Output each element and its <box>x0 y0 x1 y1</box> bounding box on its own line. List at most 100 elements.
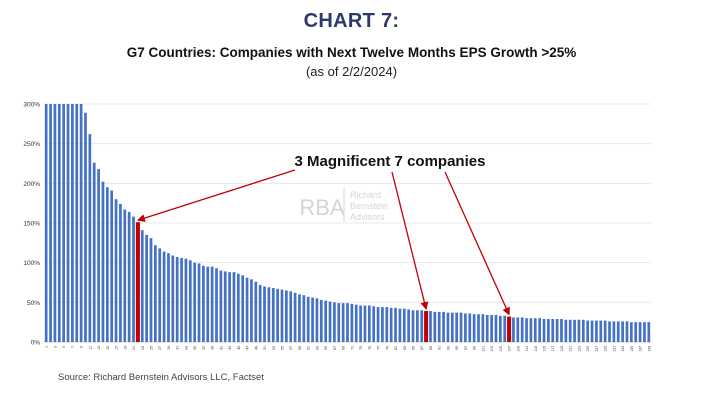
annotation-arrow <box>444 171 510 316</box>
bar <box>437 311 441 342</box>
bar <box>311 297 314 342</box>
bar <box>350 303 354 342</box>
bar <box>223 271 227 342</box>
x-tick-label: 97 <box>464 346 468 350</box>
bar <box>612 321 616 342</box>
x-tick-label: 13 <box>97 346 101 350</box>
bar <box>446 312 450 342</box>
bar <box>346 303 349 342</box>
bar <box>101 181 105 342</box>
x-tick-label: 57 <box>289 346 293 350</box>
x-tick-label: 95 <box>455 346 459 350</box>
bar <box>385 307 389 342</box>
bar <box>254 281 258 342</box>
x-tick-label: 65 <box>324 346 328 350</box>
x-tick-label: 15 <box>106 346 110 350</box>
watermark-name-1: Richard <box>350 190 381 200</box>
bar <box>123 209 127 342</box>
x-tick-label: 135 <box>630 346 634 352</box>
bar <box>215 268 218 342</box>
x-tick-label: 61 <box>307 346 311 350</box>
bar <box>381 307 384 342</box>
x-tick-label: 9 <box>80 346 84 348</box>
x-tick-label: 45 <box>237 346 241 350</box>
bar <box>503 315 507 342</box>
bar <box>354 304 358 342</box>
x-axis-ticks: 1 3 5 7 9 11 13 15 17 19 21 23 25 27 29 31 33 35 37 39 41 43 4… <box>45 346 652 352</box>
x-tick-label: 59 <box>298 346 302 350</box>
x-tick-label: 51 <box>263 346 267 350</box>
bar <box>464 313 467 342</box>
bar <box>280 289 284 342</box>
bar <box>75 104 79 342</box>
x-tick-label: 19 <box>123 346 127 350</box>
bar <box>629 322 633 342</box>
bar <box>149 238 153 342</box>
bar <box>590 320 594 342</box>
bar <box>140 230 144 342</box>
bar <box>232 272 236 342</box>
x-tick-label: 117 <box>551 346 555 352</box>
bar <box>616 321 620 342</box>
bar <box>193 262 197 342</box>
x-tick-label: 81 <box>394 346 398 350</box>
bar <box>564 319 568 342</box>
x-tick-label: 47 <box>246 346 250 350</box>
bar <box>603 320 607 342</box>
x-tick-label: 43 <box>228 346 232 350</box>
x-tick-label: 1 <box>45 346 49 348</box>
bar <box>53 104 57 342</box>
x-tick-label: 31 <box>176 346 180 350</box>
bar <box>271 288 275 342</box>
bar-highlighted <box>135 222 140 342</box>
bar <box>197 263 201 342</box>
x-tick-label: 89 <box>429 346 433 350</box>
bar <box>206 266 210 342</box>
x-tick-label: 91 <box>438 346 442 350</box>
x-tick-label: 121 <box>569 346 573 352</box>
bar <box>184 258 188 342</box>
bar <box>450 312 454 342</box>
bar <box>477 314 480 342</box>
x-tick-label: 111 <box>525 346 529 351</box>
bar <box>363 305 367 342</box>
x-tick-label: 23 <box>141 346 145 350</box>
bar <box>533 318 537 342</box>
bar <box>97 169 100 342</box>
bar <box>62 104 66 342</box>
bar-highlighted <box>424 311 429 342</box>
bar <box>595 320 598 342</box>
bar <box>333 302 336 342</box>
bar <box>306 296 310 342</box>
bar <box>188 260 192 342</box>
watermark-name-2: Bernstein <box>350 201 388 211</box>
bar <box>132 216 135 342</box>
bar <box>79 104 83 342</box>
bar <box>407 309 410 342</box>
x-tick-label: 137 <box>639 346 643 352</box>
x-tick-label: 73 <box>359 346 363 350</box>
x-tick-label: 71 <box>350 346 354 350</box>
bar <box>324 300 328 342</box>
watermark-mark: RBA <box>299 195 345 220</box>
bar <box>71 104 74 342</box>
bar <box>258 284 262 342</box>
bar <box>542 318 546 342</box>
bar <box>263 286 266 342</box>
bar <box>376 307 380 342</box>
x-tick-label: 11 <box>88 346 92 350</box>
bar <box>241 275 245 342</box>
x-tick-label: 77 <box>377 346 381 350</box>
bar <box>520 317 524 342</box>
bar <box>167 253 170 342</box>
bar <box>429 311 432 342</box>
bar <box>411 310 415 342</box>
bar <box>57 104 61 342</box>
x-tick-label: 125 <box>586 346 590 352</box>
bar <box>494 315 498 342</box>
bar <box>577 319 581 342</box>
x-tick-label: 3 <box>53 346 57 348</box>
watermark-name-3: Advisors <box>350 212 385 222</box>
bar <box>289 291 293 342</box>
